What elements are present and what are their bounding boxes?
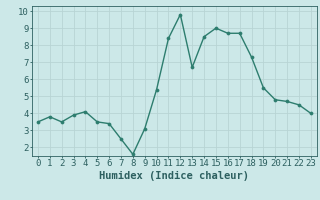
X-axis label: Humidex (Indice chaleur): Humidex (Indice chaleur) bbox=[100, 171, 249, 181]
